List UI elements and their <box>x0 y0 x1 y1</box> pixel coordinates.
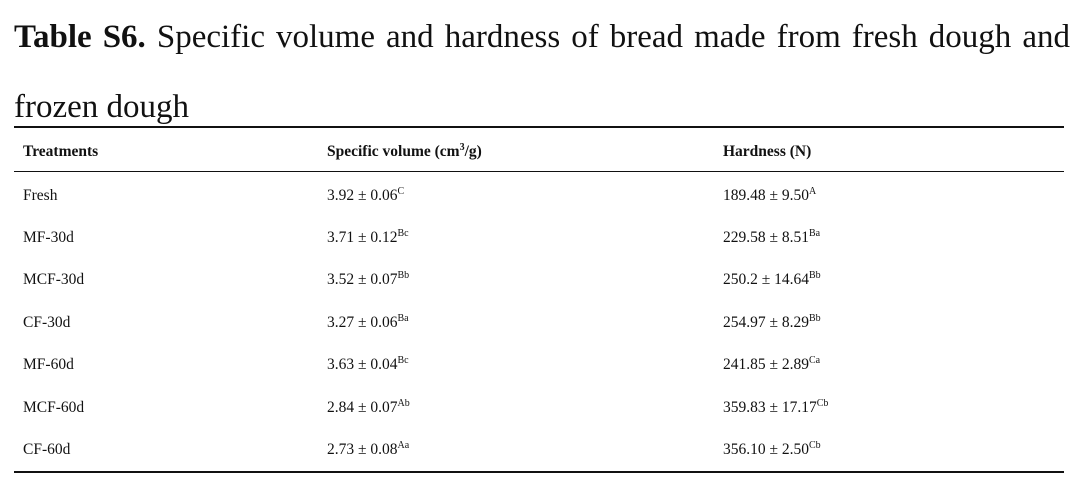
volume-value: 3.27 ± 0.06 <box>327 314 398 331</box>
cell-hardness: 241.85 ± 2.89Ca <box>723 353 820 377</box>
volume-superscript: Ab <box>397 398 410 409</box>
hardness-value: 254.97 ± 8.29 <box>723 314 810 331</box>
hardness-value: 250.2 ± 14.64 <box>723 271 810 288</box>
table-row: CF-30d 3.27 ± 0.06Ba 254.97 ± 8.29Bb <box>0 311 1080 335</box>
cell-hardness: 359.83 ± 17.17Cb <box>723 396 828 420</box>
header-hardness: Hardness (N) <box>723 143 812 160</box>
volume-value: 3.63 ± 0.04 <box>327 356 398 373</box>
header-volume-superscript: 3 <box>459 142 465 153</box>
volume-superscript: C <box>397 186 405 197</box>
table-row: MF-60d 3.63 ± 0.04Bc 241.85 ± 2.89Ca <box>0 353 1080 377</box>
header-volume-suffix: /g) <box>464 143 482 160</box>
volume-value: 2.84 ± 0.07 <box>327 399 398 416</box>
cell-specific-volume: 3.52 ± 0.07Bb <box>327 268 409 292</box>
cell-specific-volume: 3.27 ± 0.06Ba <box>327 311 409 335</box>
cell-treatment: CF-30d <box>23 314 71 331</box>
header-volume-prefix: Specific volume (cm <box>327 143 460 160</box>
cell-hardness: 250.2 ± 14.64Bb <box>723 268 821 292</box>
hardness-superscript: Cb <box>809 440 821 451</box>
hardness-value: 356.10 ± 2.50 <box>723 441 810 458</box>
cell-hardness: 229.58 ± 8.51Ba <box>723 226 820 250</box>
cell-treatment: MF-60d <box>23 356 74 373</box>
cell-hardness: 356.10 ± 2.50Cb <box>723 438 821 462</box>
cell-specific-volume: 2.73 ± 0.08Aa <box>327 438 409 462</box>
table-row: MF-30d 3.71 ± 0.12Bc 229.58 ± 8.51Ba <box>0 226 1080 250</box>
volume-value: 3.71 ± 0.12 <box>327 229 398 246</box>
cell-hardness: 189.48 ± 9.50A <box>723 184 816 208</box>
cell-treatment: CF-60d <box>23 441 71 458</box>
hardness-value: 189.48 ± 9.50 <box>723 187 810 204</box>
volume-value: 3.92 ± 0.06 <box>327 187 398 204</box>
table-row: MCF-60d 2.84 ± 0.07Ab 359.83 ± 17.17Cb <box>0 396 1080 420</box>
cell-treatment: MCF-30d <box>23 271 85 288</box>
table-label: Table S6. <box>14 19 146 55</box>
table-bottom-rule <box>14 471 1064 473</box>
table-row: MCF-30d 3.52 ± 0.07Bb 250.2 ± 14.64Bb <box>0 268 1080 292</box>
volume-superscript: Bc <box>397 228 409 239</box>
table-title: Specific volume and hardness of bread ma… <box>14 19 1070 125</box>
hardness-superscript: Ca <box>809 355 821 366</box>
header-specific-volume: Specific volume (cm3/g) <box>327 140 482 164</box>
cell-treatment: MF-30d <box>23 229 74 246</box>
volume-superscript: Bb <box>397 270 410 281</box>
hardness-superscript: A <box>809 186 817 197</box>
table-row: Fresh 3.92 ± 0.06C 189.48 ± 9.50A <box>0 184 1080 208</box>
cell-treatment: MCF-60d <box>23 399 85 416</box>
cell-treatment: Fresh <box>23 187 58 204</box>
hardness-superscript: Ba <box>809 228 821 239</box>
table-header-row: Treatments Specific volume (cm3/g) Hardn… <box>0 140 1080 164</box>
table-top-rule <box>14 126 1064 128</box>
volume-value: 2.73 ± 0.08 <box>327 441 398 458</box>
hardness-value: 229.58 ± 8.51 <box>723 229 810 246</box>
header-treatments: Treatments <box>23 143 99 160</box>
table-header-rule <box>14 171 1064 172</box>
table-caption: Table S6. Specific volume and hardness o… <box>14 2 1070 142</box>
volume-superscript: Bc <box>397 355 409 366</box>
hardness-value: 241.85 ± 2.89 <box>723 356 810 373</box>
hardness-superscript: Bb <box>809 313 821 324</box>
table-row: CF-60d 2.73 ± 0.08Aa 356.10 ± 2.50Cb <box>0 438 1080 462</box>
hardness-superscript: Bb <box>809 270 821 281</box>
volume-superscript: Aa <box>397 440 410 451</box>
cell-specific-volume: 2.84 ± 0.07Ab <box>327 396 410 420</box>
cell-hardness: 254.97 ± 8.29Bb <box>723 311 821 335</box>
cell-specific-volume: 3.71 ± 0.12Bc <box>327 226 409 250</box>
volume-superscript: Ba <box>397 313 409 324</box>
cell-specific-volume: 3.92 ± 0.06C <box>327 184 404 208</box>
hardness-value: 359.83 ± 17.17 <box>723 399 817 416</box>
hardness-superscript: Cb <box>816 398 829 409</box>
volume-value: 3.52 ± 0.07 <box>327 271 398 288</box>
cell-specific-volume: 3.63 ± 0.04Bc <box>327 353 409 377</box>
